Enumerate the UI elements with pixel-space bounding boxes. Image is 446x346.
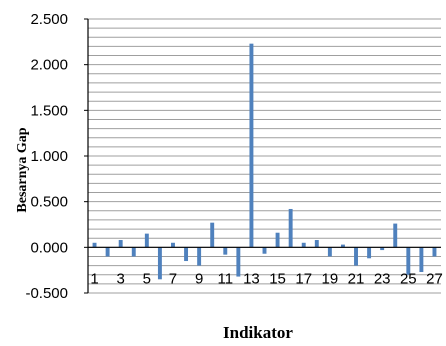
x-tick-label: 19 — [322, 270, 339, 287]
y-tick-labels: 2.500 2.000 1.500 1.000 0.500 0.000 -0.500 — [25, 11, 68, 302]
x-tick-label: 5 — [143, 270, 151, 287]
bar — [92, 242, 97, 248]
bar — [314, 240, 319, 248]
x-tick-label: 21 — [348, 270, 365, 287]
bar — [171, 242, 175, 248]
x-axis-label: Indikator — [223, 323, 293, 342]
bar-layer — [92, 43, 437, 280]
bar — [393, 223, 398, 248]
x-tick-label: 23 — [374, 270, 391, 287]
bar — [249, 43, 254, 248]
x-tick-label: 1 — [90, 270, 98, 287]
x-tick-label: 9 — [195, 270, 203, 287]
bar — [223, 247, 228, 255]
x-tick-label: 27 — [426, 270, 443, 287]
y-tick-label: -0.500 — [25, 285, 68, 302]
bar — [432, 247, 437, 257]
x-tick-label: 7 — [169, 270, 177, 287]
bar — [327, 247, 332, 257]
bar — [301, 242, 306, 248]
x-tick-label: 3 — [117, 270, 125, 287]
y-tick-label: 2.000 — [30, 57, 68, 74]
bar — [197, 247, 202, 266]
bar — [340, 244, 345, 248]
bar — [288, 208, 293, 248]
x-tick-label: 11 — [217, 270, 233, 287]
bar — [144, 233, 149, 248]
x-tick-label: 25 — [400, 270, 417, 287]
bar — [184, 247, 189, 262]
bar — [118, 240, 123, 248]
bar — [105, 247, 110, 257]
y-tick-label: 2.500 — [30, 11, 68, 28]
bar — [354, 247, 358, 266]
bar — [131, 247, 136, 257]
bar — [210, 222, 215, 248]
y-tick-label: 1.000 — [30, 148, 68, 165]
x-tick-label: 13 — [243, 270, 260, 287]
bar — [262, 247, 267, 254]
y-tick-label: 0.500 — [30, 194, 68, 211]
x-tick-labels: 1 3 5 7 9 11 13 15 17 19 21 23 25 27 — [90, 270, 442, 287]
bar — [236, 247, 241, 277]
x-tick-label: 15 — [269, 270, 286, 287]
y-tick-label: 1.500 — [30, 102, 68, 119]
bar — [419, 247, 424, 272]
axis-layer — [84, 18, 441, 294]
bar — [367, 247, 372, 259]
y-tick-label: 0.000 — [30, 239, 68, 256]
bar — [380, 247, 385, 251]
bar — [275, 232, 280, 248]
x-tick-label: 17 — [295, 270, 312, 287]
bar — [157, 247, 162, 280]
bar — [406, 247, 411, 275]
y-axis-label: Besarnya Gap — [15, 127, 30, 212]
